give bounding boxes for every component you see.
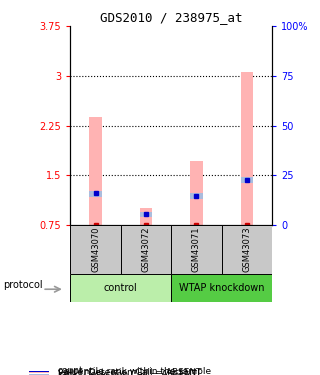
Bar (190, 161, 203, 225)
Bar (121, 225, 171, 274)
Text: control: control (104, 283, 138, 293)
Text: GSM43072: GSM43072 (141, 226, 150, 272)
Bar (70, 274, 171, 302)
Bar (28, 372, 49, 373)
Bar (140, 209, 152, 225)
Text: count: count (58, 366, 84, 375)
Bar (89, 117, 102, 225)
Text: percentile rank within the sample: percentile rank within the sample (58, 367, 211, 375)
Bar (89, 190, 102, 196)
Text: GSM43070: GSM43070 (91, 226, 100, 272)
Bar (140, 212, 152, 217)
Text: WTAP knockdown: WTAP knockdown (179, 283, 264, 293)
Bar (28, 374, 49, 375)
Bar (171, 274, 272, 302)
Bar (241, 177, 253, 183)
Text: GSM43071: GSM43071 (192, 226, 201, 272)
Bar (171, 225, 221, 274)
Text: rank, Detection Call = ABSENT: rank, Detection Call = ABSENT (58, 370, 197, 375)
Bar (28, 371, 49, 372)
Text: GSM43073: GSM43073 (242, 226, 251, 272)
Bar (190, 193, 203, 198)
Bar (241, 72, 253, 225)
Title: GDS2010 / 238975_at: GDS2010 / 238975_at (100, 11, 243, 24)
Text: value, Detection Call = ABSENT: value, Detection Call = ABSENT (58, 368, 202, 375)
Bar (70, 225, 121, 274)
Bar (222, 225, 272, 274)
Text: protocol: protocol (4, 280, 43, 290)
